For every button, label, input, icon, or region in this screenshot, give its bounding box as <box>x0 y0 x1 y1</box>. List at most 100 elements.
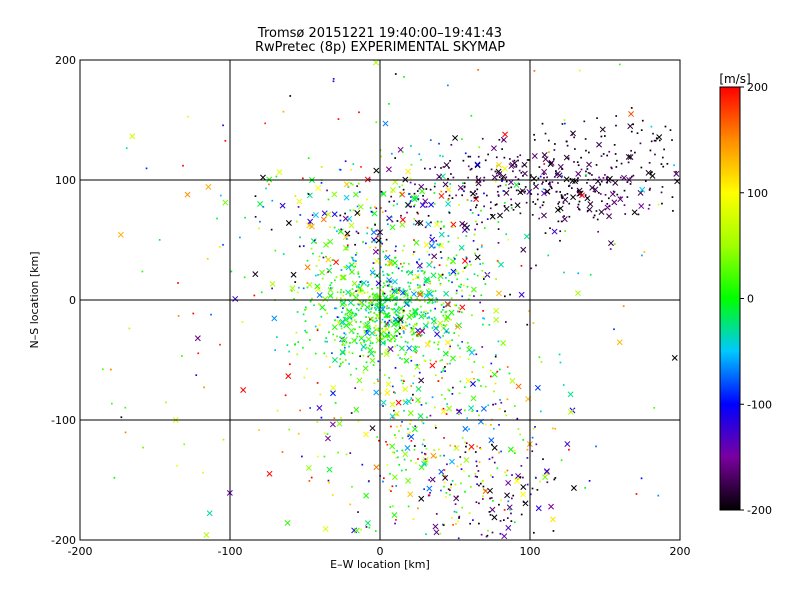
data-point <box>431 327 434 329</box>
data-point <box>476 196 479 198</box>
data-point <box>650 171 652 174</box>
data-point <box>401 265 404 268</box>
data-point-cross <box>520 491 526 498</box>
data-point <box>359 289 362 292</box>
data-point <box>382 293 384 296</box>
data-point <box>632 123 634 126</box>
data-point-cross <box>515 473 522 480</box>
data-point <box>585 149 587 152</box>
data-point-cross <box>491 174 498 181</box>
data-point <box>390 425 392 428</box>
chart-subtitle: RwPretec (8p) EXPERIMENTAL SKYMAP <box>255 40 505 55</box>
data-point <box>346 309 349 312</box>
data-point <box>410 397 413 399</box>
data-point <box>316 382 319 384</box>
data-point-cross <box>184 191 191 198</box>
data-point <box>481 269 484 272</box>
data-point <box>448 211 451 214</box>
data-point <box>393 311 396 314</box>
data-point <box>442 324 445 326</box>
data-point-cross <box>405 168 412 175</box>
data-point <box>485 194 488 197</box>
data-point <box>345 341 348 344</box>
data-point <box>584 138 587 140</box>
data-point <box>469 155 472 158</box>
data-point <box>478 484 480 487</box>
data-point <box>410 296 412 299</box>
data-point <box>445 491 448 494</box>
data-point <box>455 289 458 292</box>
data-point <box>465 256 468 258</box>
data-point-cross <box>520 246 527 253</box>
data-point <box>387 334 390 337</box>
data-point <box>471 410 474 413</box>
data-point <box>463 267 466 269</box>
data-point <box>506 398 509 401</box>
data-point <box>374 223 376 225</box>
data-point <box>419 300 421 302</box>
data-point <box>424 300 426 303</box>
data-point <box>441 359 443 361</box>
data-point <box>461 289 463 292</box>
data-point <box>397 267 400 270</box>
data-point <box>424 315 427 317</box>
data-point-cross <box>433 221 440 228</box>
data-point-cross <box>509 377 516 384</box>
data-point <box>382 286 385 288</box>
data-point-cross <box>500 173 507 180</box>
data-point <box>334 279 336 282</box>
data-point <box>549 183 551 186</box>
data-point <box>456 310 459 313</box>
data-point <box>391 220 394 223</box>
data-point-cross <box>417 220 424 227</box>
data-point <box>386 321 389 324</box>
data-point <box>358 191 361 193</box>
data-point <box>459 380 462 383</box>
data-point-cross <box>327 292 334 299</box>
data-point <box>396 450 399 452</box>
data-point <box>406 294 409 297</box>
data-point <box>453 332 456 334</box>
data-point <box>562 384 565 386</box>
data-point <box>374 320 376 323</box>
data-point <box>507 238 510 241</box>
data-point <box>354 254 357 256</box>
data-point <box>350 309 352 312</box>
data-point <box>603 135 606 137</box>
data-point-cross <box>503 205 510 212</box>
data-point-cross <box>414 273 421 280</box>
data-point <box>606 154 609 157</box>
data-point <box>475 181 477 184</box>
data-point-cross <box>671 354 678 361</box>
data-point-cross <box>389 224 396 231</box>
data-point <box>371 342 374 344</box>
data-point <box>318 255 321 258</box>
data-point <box>397 289 400 291</box>
data-point <box>451 281 453 284</box>
data-point <box>494 403 497 405</box>
data-point <box>342 342 344 345</box>
data-point <box>345 304 348 306</box>
data-point-cross <box>325 211 332 218</box>
data-point-cross <box>500 340 507 347</box>
data-point-cross <box>617 196 624 203</box>
data-point <box>483 176 486 179</box>
data-point-cross <box>364 520 371 527</box>
data-point-cross <box>468 405 475 412</box>
data-point-cross <box>422 322 429 329</box>
data-point-cross <box>496 171 503 178</box>
data-point <box>492 427 495 430</box>
data-point <box>490 424 492 426</box>
data-point <box>470 263 472 266</box>
data-point <box>630 107 633 109</box>
data-point-cross <box>507 446 514 453</box>
data-point <box>362 354 365 357</box>
data-point-cross <box>429 362 436 369</box>
data-point <box>413 314 416 317</box>
data-point <box>553 478 556 481</box>
data-point-cross <box>339 274 346 281</box>
data-point <box>458 517 460 519</box>
data-point-cross <box>497 212 503 219</box>
data-point-cross <box>426 261 433 268</box>
data-point-cross <box>673 170 680 177</box>
